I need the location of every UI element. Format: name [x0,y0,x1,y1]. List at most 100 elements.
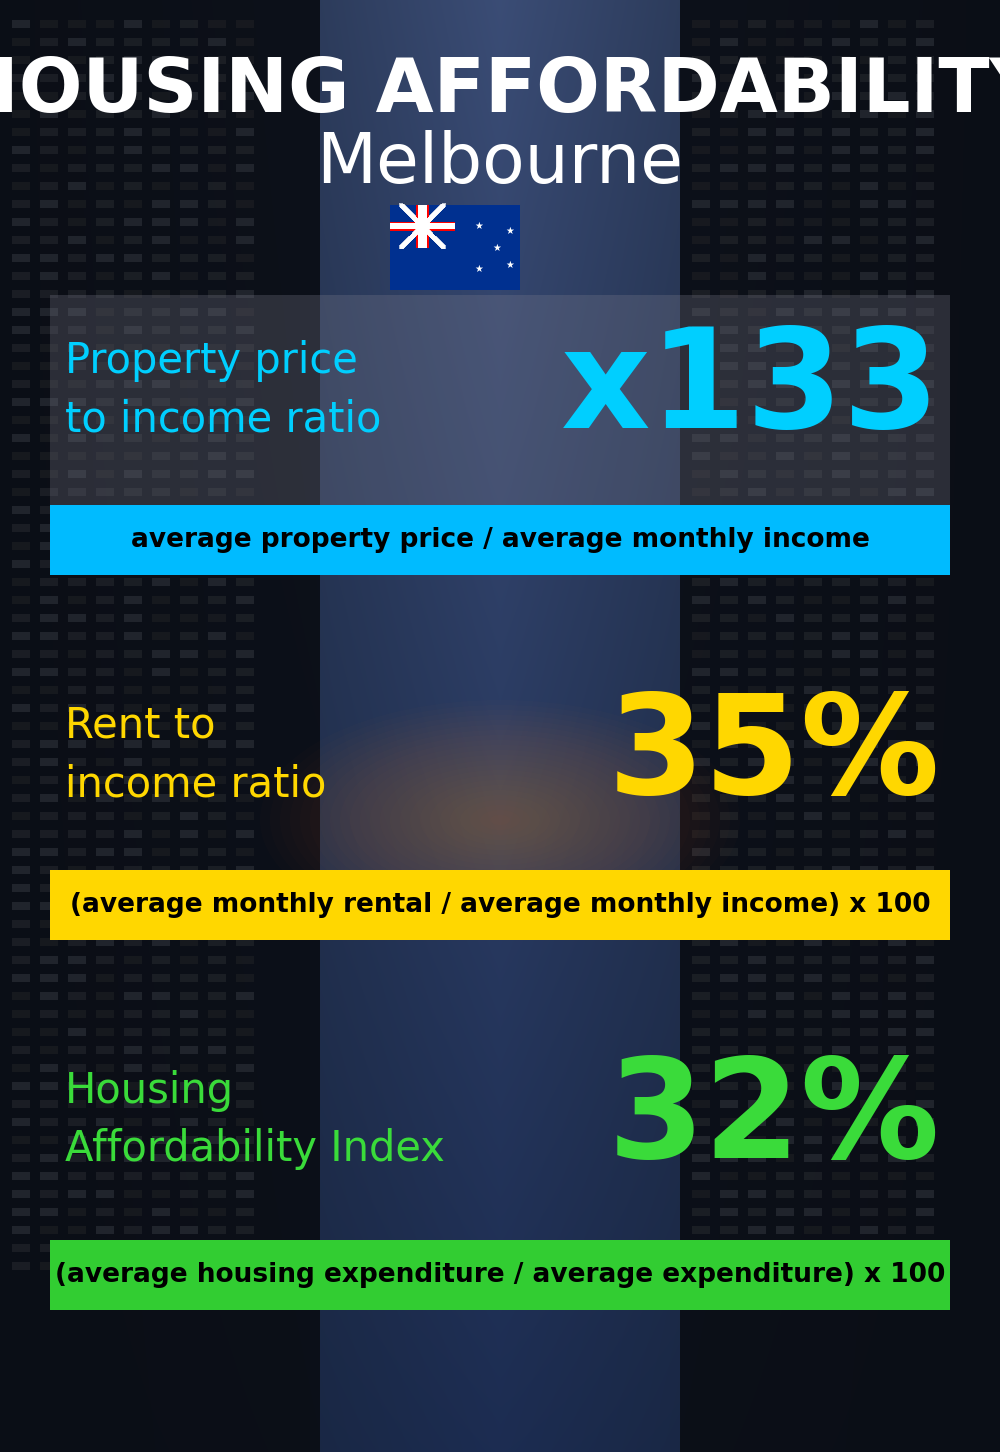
Bar [860,560,878,568]
Bar [423,227,427,231]
Bar [124,775,142,784]
Bar [236,380,254,388]
Bar [124,921,142,928]
Bar [236,470,254,478]
Bar [428,231,432,235]
Bar [916,182,934,190]
Bar [888,741,906,748]
Bar [692,272,710,280]
Bar [419,225,423,229]
Bar [124,38,142,46]
Bar [68,524,86,531]
Bar [438,241,442,245]
Bar [40,1028,58,1035]
Bar [776,417,794,424]
Bar [832,434,850,441]
Bar [748,1101,766,1108]
Bar [419,222,423,227]
Bar [68,182,86,190]
Bar [180,921,198,928]
Bar [96,452,114,460]
Bar [236,741,254,748]
Bar [180,57,198,64]
Bar [748,1045,766,1054]
Bar [888,488,906,497]
Bar [236,417,254,424]
Bar [720,237,738,244]
Bar [441,203,445,208]
Bar [415,229,419,234]
Bar [180,470,198,478]
Bar [860,848,878,857]
Bar [832,417,850,424]
Bar [40,452,58,460]
Bar [236,704,254,711]
Bar [437,208,441,212]
Bar [152,848,170,857]
Bar [776,398,794,407]
Bar [40,362,58,370]
Bar [12,380,30,388]
Bar [96,865,114,874]
Bar [152,147,170,154]
Bar [68,237,86,244]
Bar [96,902,114,910]
Bar [832,1064,850,1072]
Bar [12,505,30,514]
Bar [423,222,427,227]
Bar [425,219,429,224]
Bar [748,1011,766,1018]
Bar [888,362,906,370]
Bar [776,1135,794,1144]
Bar [12,668,30,677]
Bar [208,164,226,171]
Bar [180,1208,198,1215]
Bar [888,1045,906,1054]
Bar [12,1045,30,1054]
Bar [180,128,198,136]
Bar [804,434,822,441]
Bar [832,308,850,317]
Bar [429,232,433,237]
Bar [804,164,822,171]
Bar [68,992,86,1000]
Bar [888,831,906,838]
Bar [68,848,86,857]
Bar [411,215,415,218]
Bar [720,272,738,280]
Bar [180,812,198,820]
Bar [68,595,86,604]
Bar [124,902,142,910]
Bar [748,74,766,81]
Bar [916,380,934,388]
Bar [12,308,30,317]
Bar [916,91,934,100]
Bar [888,470,906,478]
Bar [748,290,766,298]
Bar [152,831,170,838]
Bar [916,595,934,604]
Bar [860,650,878,658]
Bar [40,147,58,154]
Bar [426,219,430,222]
Bar [776,327,794,334]
Bar [96,344,114,351]
Bar [888,110,906,118]
Bar [124,470,142,478]
Bar [720,848,738,857]
Bar [748,1028,766,1035]
Bar [124,1028,142,1035]
Bar [748,884,766,892]
Bar [916,921,934,928]
Bar [860,128,878,136]
Bar [888,722,906,730]
Bar [720,254,738,261]
Bar [427,231,431,235]
Bar [860,290,878,298]
Bar [804,74,822,81]
Bar [96,650,114,658]
Bar [748,1154,766,1162]
Bar [408,212,412,216]
Bar [692,20,710,28]
Bar [96,595,114,604]
